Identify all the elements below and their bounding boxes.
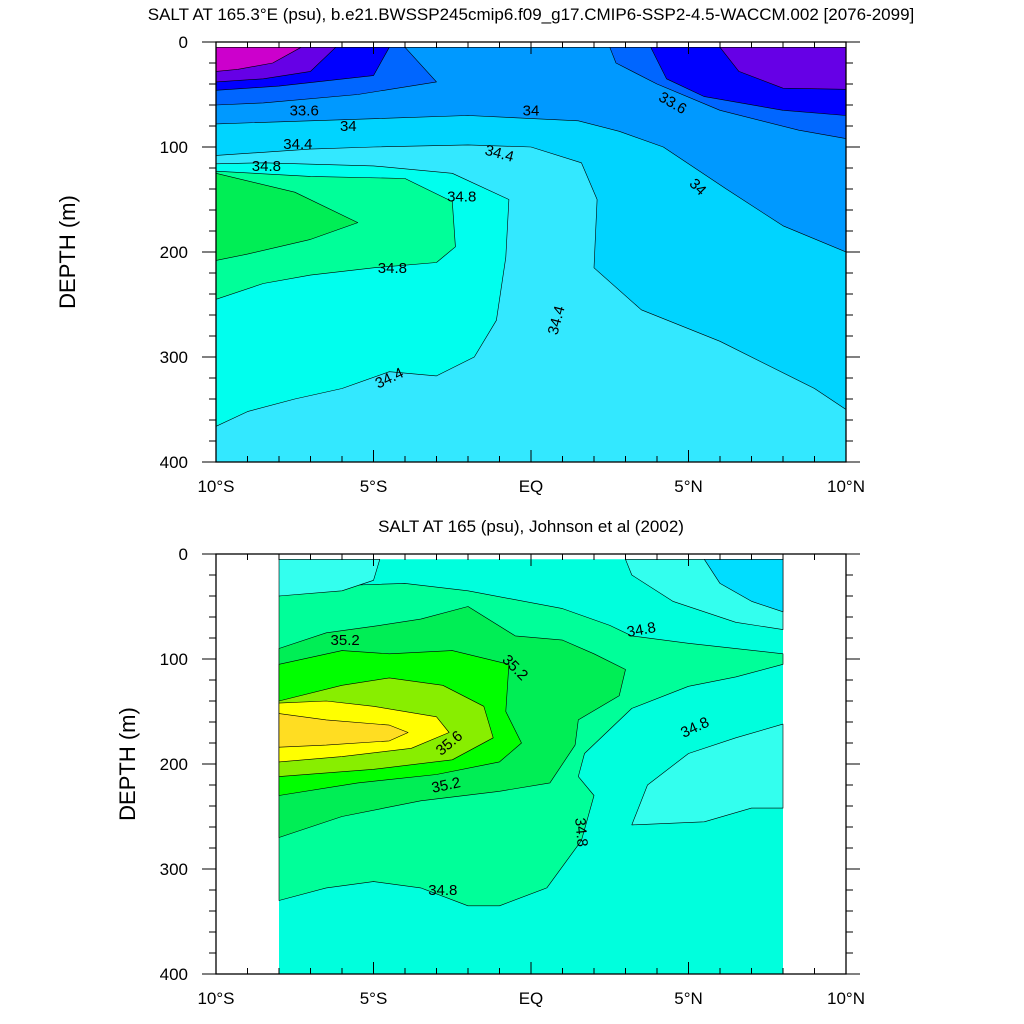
model-x-tick-label-3: 5°N bbox=[674, 477, 703, 496]
model-contour-label-2: 34 bbox=[523, 102, 540, 119]
model-contour-label-0: 33.6 bbox=[290, 102, 319, 119]
observed-contour-region-4 bbox=[703, 558, 784, 613]
observed-contour-label-5: 35.2 bbox=[430, 774, 462, 797]
observed-contour-region-3 bbox=[631, 723, 784, 826]
observed-contour-label-7: 34.8 bbox=[428, 882, 457, 899]
model-x-tick-label-0: 10°S bbox=[197, 477, 234, 496]
observed-contour-region-1 bbox=[278, 558, 381, 597]
model-x-tick-label-2: EQ bbox=[519, 477, 544, 496]
observed-axes: 10°S 5°S EQ 5°N 10°N 0 100 200 300 400 bbox=[160, 545, 865, 1008]
observed-x-tick-label-2: EQ bbox=[519, 989, 544, 1008]
observed-contour-plot bbox=[278, 558, 784, 974]
model-x-tick-label-4: 10°N bbox=[827, 477, 865, 496]
observed-contour-label-0: 35.2 bbox=[331, 632, 360, 649]
model-y-tick-label-3: 300 bbox=[160, 348, 188, 367]
model-salinity-panel: SALT AT 165.3°E (psu), b.e21.BWSSP245cmi… bbox=[55, 5, 914, 496]
model-contour-label-10: 34.4 bbox=[545, 304, 569, 337]
model-y-tick-label-2: 200 bbox=[160, 243, 188, 262]
observed-y-tick-label-3: 300 bbox=[160, 860, 188, 879]
observed-contour-region-9 bbox=[278, 713, 409, 748]
model-contour-region-4 bbox=[216, 46, 846, 253]
observed-x-tick-label-0: 10°S bbox=[197, 989, 234, 1008]
model-y-tick-label-1: 100 bbox=[160, 138, 188, 157]
model-contour-label-9: 34.8 bbox=[378, 260, 407, 277]
model-y-axis-label: DEPTH (m) bbox=[55, 195, 80, 309]
model-axes: 10°S 5°S EQ 5°N 10°N 0 100 200 300 400 bbox=[160, 33, 865, 496]
observed-y-tick-label-4: 400 bbox=[160, 965, 188, 984]
model-contour-label-7: 34.8 bbox=[252, 158, 281, 175]
model-contour-label-8: 34.8 bbox=[447, 188, 476, 205]
model-y-tick-label-0: 0 bbox=[179, 33, 188, 52]
model-contour-label-1: 34 bbox=[340, 118, 357, 135]
observed-y-tick-label-0: 0 bbox=[179, 545, 188, 564]
observed-y-tick-label-2: 200 bbox=[160, 755, 188, 774]
model-contour-region-10 bbox=[719, 46, 846, 90]
observed-x-tick-label-1: 5°S bbox=[360, 989, 388, 1008]
observed-x-tick-label-4: 10°N bbox=[827, 989, 865, 1008]
model-contour-label-4: 34.4 bbox=[283, 136, 312, 153]
model-panel-title: SALT AT 165.3°E (psu), b.e21.BWSSP245cmi… bbox=[148, 5, 915, 24]
observed-y-tick-label-1: 100 bbox=[160, 650, 188, 669]
model-contour-plot bbox=[216, 46, 846, 462]
observed-contour-label-6: 34.8 bbox=[571, 817, 590, 848]
model-contour-region-11 bbox=[216, 46, 302, 72]
model-contour-region-3 bbox=[216, 173, 359, 261]
observed-salinity-panel: SALT AT 165 (psu), Johnson et al (2002) … bbox=[115, 517, 865, 1008]
model-x-tick-label-1: 5°S bbox=[360, 477, 388, 496]
model-contour-label-5: 34.4 bbox=[483, 142, 516, 166]
observed-panel-title: SALT AT 165 (psu), Johnson et al (2002) bbox=[378, 517, 684, 536]
model-y-tick-label-4: 400 bbox=[160, 453, 188, 472]
observed-contour-label-2: 34.8 bbox=[625, 619, 657, 641]
observed-x-tick-label-3: 5°N bbox=[674, 989, 703, 1008]
observed-y-axis-label: DEPTH (m) bbox=[115, 707, 140, 821]
